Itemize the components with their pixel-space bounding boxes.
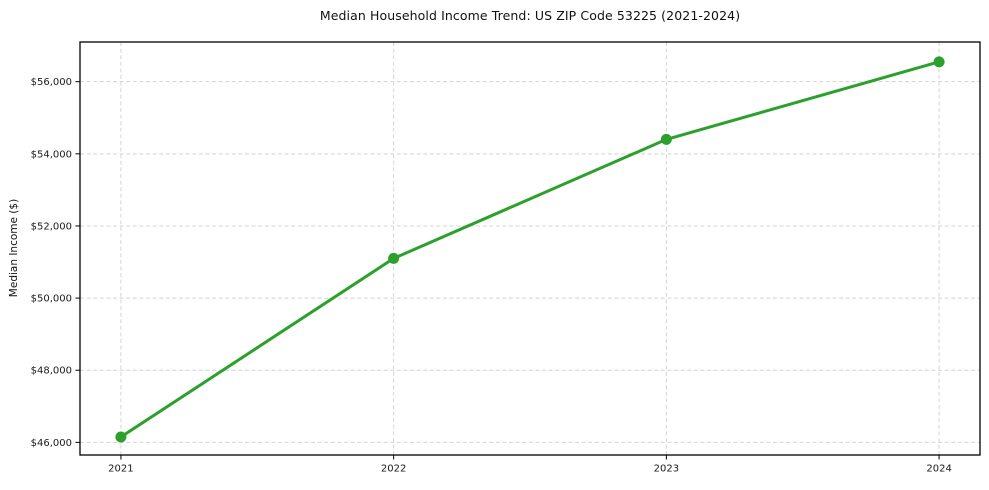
income-trend-line bbox=[119, 60, 941, 439]
data-point-2024 bbox=[933, 56, 945, 68]
y-axis-title: Median Income ($) bbox=[8, 198, 20, 298]
y-tick-label: $54,000 bbox=[31, 149, 72, 160]
x-tick-label: 2024 bbox=[926, 464, 951, 475]
y-tick-label: $48,000 bbox=[31, 366, 72, 377]
chart-title: Median Household Income Trend: US ZIP Co… bbox=[319, 8, 741, 23]
y-tick-label: $56,000 bbox=[31, 77, 72, 88]
y-tick-label: $46,000 bbox=[31, 438, 72, 449]
data-point-2022 bbox=[388, 252, 400, 264]
y-tick-label: $52,000 bbox=[31, 221, 72, 232]
y-tick-label: $50,000 bbox=[31, 294, 72, 305]
x-tick-label: 2022 bbox=[381, 464, 406, 475]
x-tick-label: 2021 bbox=[108, 464, 133, 475]
plot-border bbox=[79, 41, 981, 456]
x-tick-label: 2023 bbox=[654, 464, 679, 475]
data-point-2021 bbox=[115, 431, 127, 443]
data-point-2023 bbox=[660, 133, 672, 145]
